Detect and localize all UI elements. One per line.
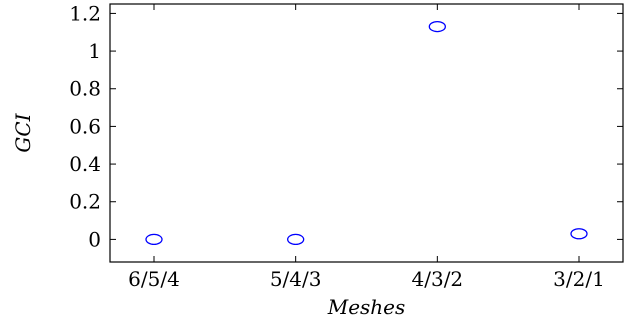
x-tick-label: 3/2/1 [553, 267, 605, 291]
data-point-3 [570, 228, 588, 240]
y-tick-label: 0.8 [69, 77, 101, 101]
y-tick-label: 1 [88, 39, 101, 63]
y-tick-label: 0.6 [69, 114, 101, 138]
y-tick-label: 0.4 [69, 152, 101, 176]
y-axis-title: GCI [11, 112, 35, 152]
x-axis-title: Meshes [327, 295, 406, 319]
tick-group: 0 0.2 0.4 0.6 0.8 1 1.2 6/5/4 5/4/3 4/3/2 3/2/1 [69, 1, 623, 291]
data-point-1 [287, 233, 305, 246]
data-point-2 [428, 20, 446, 33]
plot-frame [109, 3, 624, 263]
data-point-0 [145, 233, 163, 246]
data-points [145, 20, 588, 246]
y-tick-label: 0.2 [69, 190, 101, 214]
x-tick-label: 5/4/3 [270, 267, 322, 291]
x-tick-label: 6/5/4 [128, 267, 180, 291]
y-tick-label: 1.2 [69, 1, 101, 25]
y-tick-label: 0 [88, 227, 101, 251]
x-tick-label: 4/3/2 [412, 267, 464, 291]
